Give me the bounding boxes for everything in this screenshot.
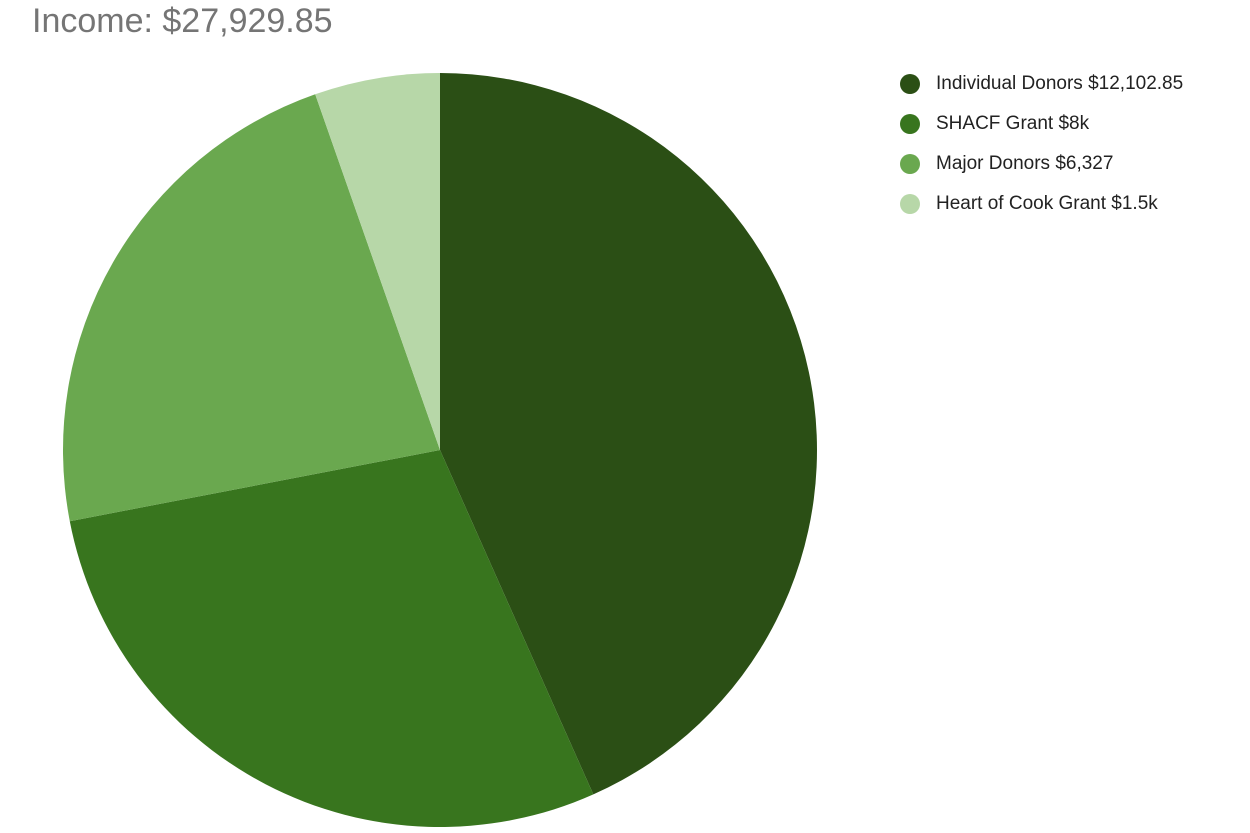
legend-item-0[interactable]: Individual Donors $12,102.85 (900, 64, 1183, 104)
legend-swatch (900, 74, 920, 94)
legend-swatch (900, 194, 920, 214)
legend-item-3[interactable]: Heart of Cook Grant $1.5k (900, 184, 1183, 224)
chart-title: Income: $27,929.85 (32, 2, 333, 40)
legend-label: Major Donors $6,327 (936, 153, 1114, 174)
legend: Individual Donors $12,102.85 SHACF Grant … (900, 64, 1183, 224)
pie-slice-3[interactable] (315, 73, 440, 450)
legend-label: Heart of Cook Grant $1.5k (936, 193, 1158, 214)
pie-slice-0[interactable] (440, 73, 817, 795)
legend-item-2[interactable]: Major Donors $6,327 (900, 144, 1183, 184)
legend-label: SHACF Grant $8k (936, 113, 1090, 134)
legend-item-1[interactable]: SHACF Grant $8k (900, 104, 1183, 144)
pie-slice-1[interactable] (69, 450, 594, 827)
legend-swatch (900, 114, 920, 134)
legend-label: Individual Donors $12,102.85 (936, 73, 1184, 94)
legend-swatch (900, 154, 920, 174)
pie-slice-2[interactable] (63, 94, 440, 522)
pie-slices (63, 73, 817, 827)
